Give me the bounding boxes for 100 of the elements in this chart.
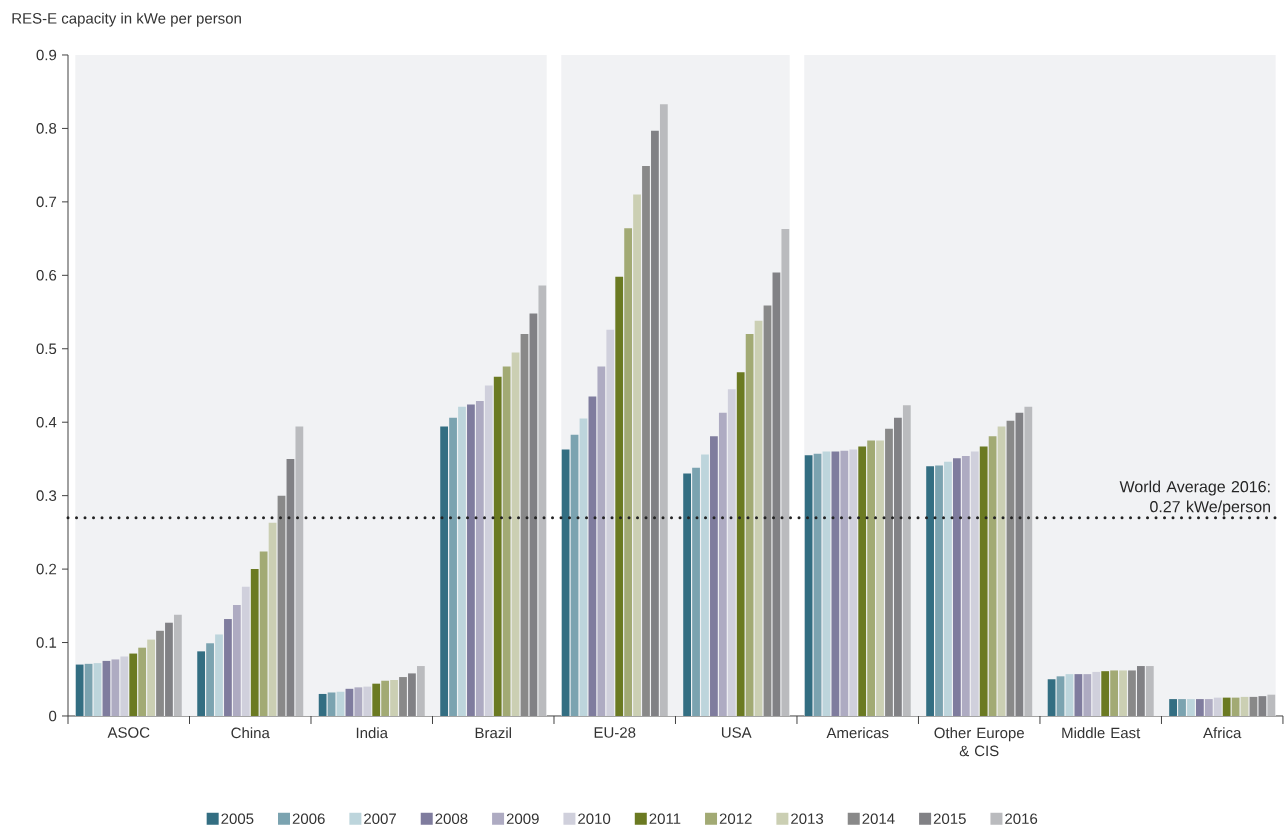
bar [1065, 674, 1074, 716]
bar [633, 194, 641, 716]
bar [1222, 697, 1231, 716]
bar [268, 522, 277, 716]
bar [1213, 697, 1222, 716]
bar [727, 389, 736, 716]
bar [75, 664, 84, 716]
legend-label: 2012 [719, 813, 752, 825]
bar [484, 385, 493, 716]
bar [763, 305, 772, 716]
bar [84, 663, 93, 716]
bar [286, 458, 295, 716]
y-tick-label: 0.9 [36, 49, 57, 61]
bar [224, 619, 232, 716]
bar [926, 466, 934, 716]
y-tick-label: 0.7 [36, 196, 57, 208]
bar [147, 639, 155, 716]
bar [529, 313, 538, 716]
bar [772, 272, 781, 716]
bar [736, 372, 745, 716]
bar [372, 683, 381, 716]
bar [970, 451, 979, 716]
x-tick-label: EU-28 [594, 727, 636, 738]
bar [93, 663, 102, 716]
bar [111, 659, 120, 716]
legend-label: 2011 [649, 813, 681, 825]
legend-label: 2005 [221, 813, 254, 825]
bar [511, 352, 520, 716]
y-tick-label: 0 [49, 710, 57, 722]
ref-line-label: World Average 2016: 0.27 kWe/person [1119, 480, 1270, 516]
legend-label: 2013 [791, 813, 824, 825]
bar [416, 666, 425, 716]
bar [381, 680, 390, 716]
x-tick-label: Americas [826, 727, 889, 739]
bar [259, 551, 268, 716]
bar [997, 426, 1006, 716]
bar [953, 458, 961, 716]
bar [1178, 699, 1186, 716]
bar [615, 276, 624, 716]
bar [449, 417, 457, 716]
bar [215, 634, 223, 716]
x-tick-label: China [231, 727, 270, 739]
bar [129, 653, 138, 716]
bar [327, 692, 336, 716]
bar [250, 569, 259, 716]
legend-label: 2015 [933, 813, 966, 825]
bar [354, 687, 363, 716]
bar [440, 426, 449, 716]
bar [849, 449, 858, 716]
bar [241, 586, 250, 716]
bar [840, 450, 849, 716]
bar [710, 436, 718, 716]
bar [683, 473, 691, 716]
bar [1024, 406, 1033, 716]
legend-label: 2008 [435, 813, 468, 825]
y-tick-label: 0.1 [36, 637, 57, 648]
x-tick-label: Brazil [475, 727, 511, 739]
bar [502, 366, 511, 716]
x-tick-label: USA [721, 727, 752, 738]
bar [493, 376, 502, 716]
bar [1101, 671, 1110, 716]
bar [858, 446, 867, 716]
bar [570, 434, 579, 716]
bar [295, 426, 304, 716]
bar [318, 693, 327, 716]
bar [1145, 666, 1154, 716]
y-tick-label: 0.2 [36, 563, 57, 575]
bar [718, 412, 727, 716]
bar [1092, 671, 1101, 716]
bar [876, 440, 884, 716]
y-tick-label: 0.6 [36, 270, 57, 281]
bar [458, 406, 466, 716]
bar [232, 605, 241, 716]
bar [754, 320, 763, 716]
bar [624, 228, 633, 716]
y-tick-label: 0.3 [36, 490, 57, 501]
bar [1195, 699, 1204, 716]
bar [1015, 412, 1024, 716]
bar [902, 405, 911, 716]
legend-label: 2014 [862, 813, 895, 825]
y-axis-title: RES-E capacity in kWe per person [12, 12, 241, 27]
y-tick-label: 0.5 [36, 343, 57, 355]
bar [1074, 674, 1083, 716]
bar [1187, 699, 1195, 716]
bar [831, 451, 840, 716]
bar [781, 229, 790, 716]
bar [1047, 679, 1056, 716]
bar [363, 686, 372, 716]
bar [1083, 674, 1092, 716]
bar [1110, 670, 1118, 716]
bar [538, 285, 547, 716]
bar [944, 461, 952, 716]
bar [935, 465, 943, 716]
bar [390, 680, 398, 716]
legend-label: 2006 [292, 813, 325, 825]
bar [467, 404, 475, 716]
bar [1119, 670, 1127, 716]
bar [988, 436, 997, 716]
legend-label: 2007 [364, 813, 396, 825]
bar [206, 643, 214, 716]
